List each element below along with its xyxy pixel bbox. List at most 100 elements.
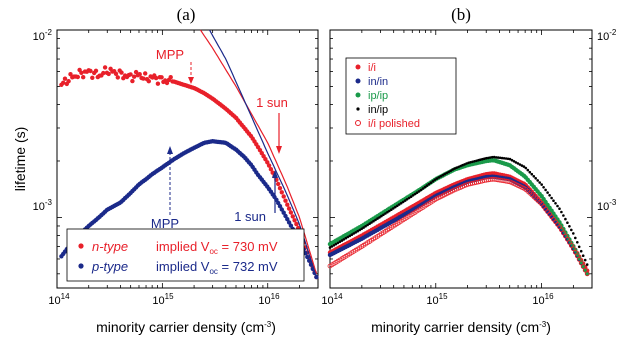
point-b-in-ip <box>544 188 547 192</box>
point-b-in-ip <box>409 195 413 198</box>
legend-b-marker-ii-pol <box>355 120 361 126</box>
point-b-in-ip <box>382 213 385 217</box>
point-b-in-ip <box>560 210 563 214</box>
panel-a-frame <box>56 29 319 289</box>
point-b-in-ip <box>538 181 541 184</box>
tick-a-x-1e14: 1014 <box>48 292 70 307</box>
point-b-in-ip <box>350 233 354 236</box>
legend-b-label-inip: in/ip <box>368 104 388 116</box>
point-b-in-ip <box>346 235 350 239</box>
point-b-in-ip <box>526 168 530 172</box>
point-b-in-ip <box>542 186 545 189</box>
fit-line-a-2 <box>199 29 317 274</box>
point-b-in-ip <box>443 172 447 176</box>
point-b-in-ip <box>407 196 411 200</box>
tick-a-y-1e-2: 10-2 <box>33 28 53 43</box>
point-b-in-ip <box>581 254 585 257</box>
point-b-in-ip <box>342 238 346 241</box>
point-a-n-type <box>265 160 270 165</box>
point-b-i-i-polished <box>578 260 584 266</box>
point-b-in-ip <box>510 158 514 162</box>
point-b-in-ip <box>564 217 567 221</box>
point-b-in-ip <box>583 258 587 262</box>
point-b-in-ip <box>566 221 569 224</box>
panel-a-title: (a) <box>177 5 196 24</box>
point-b-in-ip <box>577 245 581 249</box>
point-a-n-type <box>285 202 290 207</box>
point-b-in-ip <box>415 191 419 194</box>
point-a-n-type <box>277 186 283 191</box>
point-b-in-ip <box>358 228 362 232</box>
point-b-in-ip <box>396 204 399 208</box>
point-a-n-type <box>137 72 142 77</box>
point-b-i-i-polished <box>576 256 582 262</box>
point-a-n-type <box>143 71 148 76</box>
point-b-in-ip <box>328 246 332 249</box>
point-a-n-type <box>119 70 124 75</box>
legend-a-box <box>66 228 305 282</box>
point-b-in-ip <box>512 160 516 163</box>
point-b-in-ip <box>427 182 431 186</box>
annotation-1sun-n: 1 sun <box>256 95 288 110</box>
point-a-n-type <box>155 81 161 86</box>
point-a-p-type <box>281 210 286 215</box>
panel-b-title: (b) <box>451 5 471 24</box>
point-a-n-type <box>292 218 297 223</box>
legend-b-marker-inin <box>355 78 361 84</box>
tick-a-x-1e15: 1015 <box>152 292 174 307</box>
point-b-in-ip <box>397 203 401 206</box>
point-b-i-i-polished <box>572 249 578 255</box>
point-b-in-ip <box>473 160 476 163</box>
legend-b-marker-ipip <box>355 92 361 98</box>
arrowhead-mpp-n <box>188 77 194 84</box>
point-a-n-type <box>281 194 286 199</box>
legend-b: i/i in/in ip/ip in/ip i/i polished <box>345 57 457 135</box>
point-b-i-i-polished <box>574 253 580 259</box>
point-a-n-type <box>81 75 86 80</box>
point-b-in-ip <box>356 229 360 233</box>
point-b-in-ip <box>449 169 453 173</box>
annotation-mpp-n: MPP <box>156 47 184 62</box>
point-a-n-type <box>286 206 292 211</box>
point-b-in-ip <box>437 176 441 179</box>
point-b-in-ip <box>562 214 565 217</box>
y-axis-label: lifetime (s) <box>12 127 28 192</box>
point-b-in-ip <box>366 223 369 227</box>
point-b-in-ip <box>522 165 526 168</box>
legend-b-box <box>345 57 457 135</box>
point-b-in-ip <box>576 241 579 244</box>
point-a-n-type <box>90 75 95 81</box>
point-b-in-ip <box>457 165 460 169</box>
point-b-ip-ip <box>585 271 590 276</box>
point-b-in-ip <box>360 227 364 231</box>
point-a-n-type <box>88 68 93 74</box>
point-b-i-i-polished <box>570 246 576 252</box>
point-b-in-ip <box>471 160 474 164</box>
panel-b-frame <box>329 29 593 289</box>
point-b-in-ip <box>485 156 488 160</box>
arrowhead-mpp-p <box>167 146 173 154</box>
point-b-in-ip <box>461 163 464 167</box>
point-b-in-ip <box>518 163 522 166</box>
point-b-in-ip <box>548 194 551 197</box>
point-b-in-ip <box>411 194 415 197</box>
point-b-in-ip <box>403 199 407 202</box>
point-b-in-ip <box>362 226 365 229</box>
point-b-in-ip <box>401 200 405 204</box>
point-b-in-ip <box>445 171 449 175</box>
legend-b-marker-ii <box>355 64 361 70</box>
point-a-n-type <box>294 221 299 227</box>
legend-a-marker-n <box>78 243 84 249</box>
point-b-in-ip <box>429 181 433 184</box>
point-b-i-i-polished <box>580 264 586 270</box>
point-b-in-ip <box>441 173 445 177</box>
point-b-in-ip <box>536 179 539 182</box>
point-a-n-type <box>115 75 121 80</box>
legend-b-marker-inip <box>356 107 360 111</box>
point-b-in-ip <box>380 214 383 218</box>
point-b-in-ip <box>372 219 375 223</box>
point-a-p-type <box>285 217 290 222</box>
point-b-ip-ip <box>557 220 562 225</box>
point-b-in-ip <box>550 196 553 200</box>
legend-a-voc-n: implied Voc = 730 mV <box>156 239 278 256</box>
